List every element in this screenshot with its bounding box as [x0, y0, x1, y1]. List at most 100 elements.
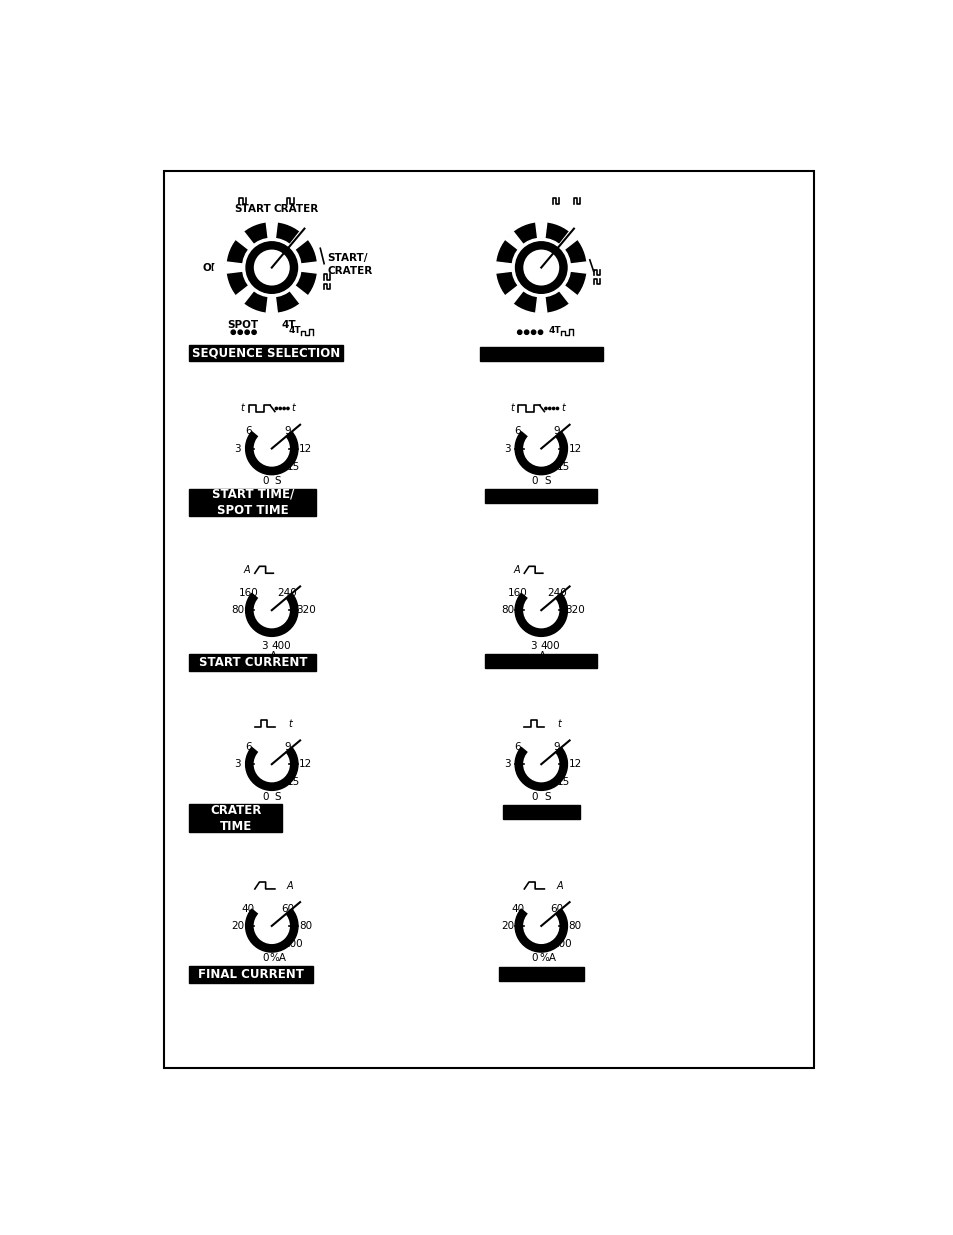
Circle shape	[255, 748, 288, 781]
Text: CRATER
TIME: CRATER TIME	[210, 804, 261, 832]
Circle shape	[544, 408, 546, 410]
Text: 0: 0	[262, 475, 269, 485]
Text: 320: 320	[565, 605, 584, 615]
Wedge shape	[245, 747, 297, 790]
Text: 6: 6	[245, 742, 252, 752]
Text: 4T: 4T	[281, 320, 295, 330]
Circle shape	[275, 408, 277, 410]
Wedge shape	[300, 262, 317, 273]
Text: 160: 160	[507, 588, 527, 598]
Bar	[164, 172, 813, 1068]
Text: %A: %A	[538, 953, 556, 963]
Text: 15: 15	[556, 462, 569, 472]
Bar	[502, 805, 579, 819]
Circle shape	[231, 330, 235, 335]
Text: 3: 3	[530, 641, 537, 651]
Circle shape	[523, 747, 558, 782]
Circle shape	[263, 441, 279, 457]
Text: 6: 6	[514, 426, 520, 436]
Text: 40: 40	[241, 904, 254, 914]
Circle shape	[246, 242, 297, 293]
Text: 12: 12	[298, 760, 312, 769]
Text: 240: 240	[547, 588, 566, 598]
Text: 80: 80	[500, 605, 514, 615]
Circle shape	[255, 910, 288, 942]
Text: 80: 80	[231, 605, 244, 615]
Text: t: t	[510, 404, 514, 414]
Text: START: START	[233, 204, 271, 214]
Text: 9: 9	[553, 742, 559, 752]
Text: A: A	[513, 566, 519, 576]
Text: 0: 0	[262, 953, 269, 963]
Wedge shape	[515, 909, 567, 952]
Text: OFF: OFF	[202, 263, 225, 273]
Text: 12: 12	[298, 443, 312, 453]
Text: 6: 6	[514, 742, 520, 752]
Circle shape	[254, 431, 289, 466]
Circle shape	[524, 432, 557, 464]
Text: 4T: 4T	[289, 326, 301, 335]
Circle shape	[497, 222, 585, 312]
Text: START TIME/
SPOT TIME: START TIME/ SPOT TIME	[212, 488, 294, 517]
Text: 3: 3	[234, 760, 241, 769]
Wedge shape	[235, 232, 254, 249]
Bar	[190, 489, 316, 516]
Circle shape	[532, 258, 550, 277]
Text: S: S	[274, 792, 281, 802]
Circle shape	[255, 594, 288, 626]
Circle shape	[552, 408, 555, 410]
Text: 80: 80	[568, 921, 581, 931]
Circle shape	[263, 918, 279, 934]
Text: S: S	[543, 792, 550, 802]
Text: t: t	[291, 404, 295, 414]
Circle shape	[524, 251, 558, 284]
Text: 0: 0	[532, 792, 537, 802]
Text: A: A	[538, 651, 546, 661]
Text: A: A	[556, 881, 562, 890]
Text: 15: 15	[556, 777, 569, 787]
Circle shape	[556, 408, 558, 410]
Text: 3: 3	[234, 443, 241, 453]
Text: S: S	[274, 475, 281, 485]
Circle shape	[480, 262, 491, 273]
Text: FINAL CURRENT: FINAL CURRENT	[198, 968, 304, 981]
Circle shape	[517, 330, 521, 335]
Wedge shape	[515, 747, 567, 790]
Text: 100: 100	[553, 939, 572, 948]
Text: 9: 9	[553, 426, 559, 436]
Wedge shape	[245, 909, 297, 952]
Bar	[479, 347, 602, 361]
Text: START CURRENT: START CURRENT	[198, 656, 307, 669]
Wedge shape	[505, 285, 523, 304]
Circle shape	[524, 594, 557, 626]
Text: 3: 3	[503, 760, 510, 769]
Text: 160: 160	[238, 588, 258, 598]
Wedge shape	[245, 432, 297, 474]
Circle shape	[515, 242, 566, 293]
Wedge shape	[226, 262, 243, 273]
Text: 400: 400	[271, 641, 291, 651]
Circle shape	[263, 756, 279, 772]
Circle shape	[227, 222, 316, 312]
Bar	[190, 655, 316, 671]
Circle shape	[238, 330, 242, 335]
Text: 20: 20	[500, 921, 514, 931]
Text: SEQUENCE SELECTION: SEQUENCE SELECTION	[193, 347, 340, 359]
Text: 40: 40	[511, 904, 524, 914]
Text: A: A	[244, 566, 251, 576]
Circle shape	[254, 909, 289, 944]
Circle shape	[523, 431, 558, 466]
Text: 0: 0	[532, 953, 537, 963]
Bar	[485, 655, 597, 668]
Circle shape	[213, 262, 225, 273]
Bar	[190, 345, 343, 362]
Text: 9: 9	[284, 742, 291, 752]
Text: t: t	[240, 404, 244, 414]
Circle shape	[262, 258, 281, 277]
Wedge shape	[266, 222, 277, 240]
Text: 80: 80	[299, 921, 312, 931]
Text: %A: %A	[269, 953, 286, 963]
Text: START/: START/	[327, 253, 367, 263]
Circle shape	[523, 593, 558, 627]
Text: 320: 320	[295, 605, 315, 615]
